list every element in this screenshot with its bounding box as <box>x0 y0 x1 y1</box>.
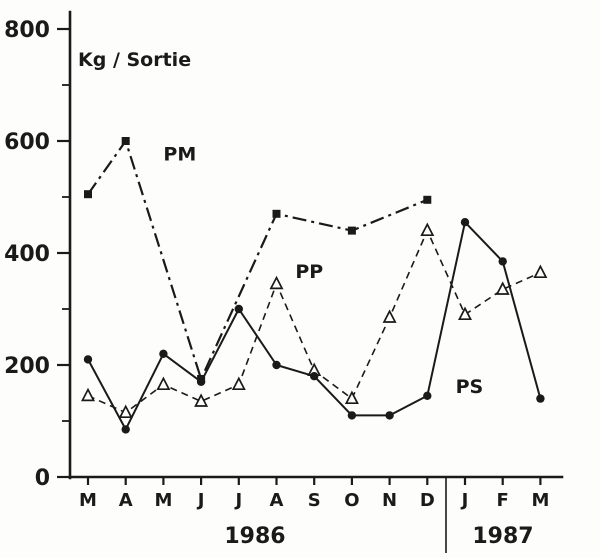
marker-triangle-PP <box>533 264 548 279</box>
y-tick-label: 800 <box>4 18 50 43</box>
marker-triangle-PP <box>458 306 472 321</box>
y-tick-label: 0 <box>35 466 50 491</box>
marker-triangle-PP <box>156 376 171 391</box>
marker-circle-PS <box>196 377 206 386</box>
marker-triangle-PP <box>269 275 284 290</box>
month-label: M <box>154 490 172 511</box>
marker-triangle-PP <box>194 393 209 407</box>
y-tick-label: 400 <box>4 242 50 267</box>
marker-circle-PS <box>498 257 507 266</box>
marker-circle-PS <box>121 425 130 434</box>
marker-circle-PS <box>347 411 357 420</box>
month-label: D <box>420 490 435 511</box>
month-label: J <box>460 490 469 511</box>
month-label: A <box>270 490 284 511</box>
marker-circle-PS <box>536 394 545 403</box>
series-label-PM: PM <box>163 144 196 166</box>
y-axis-title: Kg / Sortie <box>78 49 191 71</box>
marker-square-PM <box>84 190 92 199</box>
marker-square-PM <box>347 226 356 235</box>
marker-triangle-PP <box>495 281 510 295</box>
y-tick-label: 600 <box>4 130 50 155</box>
month-label: M <box>79 490 97 511</box>
marker-square-PM <box>423 195 432 204</box>
series-label-PS: PS <box>456 376 484 398</box>
marker-circle-PS <box>159 349 168 358</box>
month-label: J <box>233 490 242 511</box>
y-tick-label: 200 <box>4 354 50 379</box>
series-label-PP: PP <box>295 261 323 283</box>
marker-triangle-PP <box>382 309 397 323</box>
marker-triangle-PP <box>344 390 359 405</box>
month-label: F <box>497 490 509 511</box>
marker-circle-PS <box>310 372 319 381</box>
month-label: M <box>531 490 549 511</box>
year-label-1987: 1987 <box>472 524 533 549</box>
marker-circle-PS <box>234 304 243 314</box>
marker-triangle-PP <box>420 222 435 237</box>
marker-triangle-PP <box>81 387 95 402</box>
marker-circle-PS <box>385 411 394 420</box>
month-label: O <box>344 490 359 511</box>
marker-square-PM <box>121 137 130 145</box>
marker-triangle-PP <box>118 404 133 419</box>
month-label: A <box>119 490 133 511</box>
series-line-PS <box>87 221 542 431</box>
month-label: J <box>196 490 205 511</box>
marker-circle-PS <box>423 391 432 400</box>
series-line-PM <box>87 139 428 381</box>
marker-circle-PS <box>83 355 93 364</box>
month-label: S <box>308 490 321 511</box>
marker-circle-PS <box>272 360 281 370</box>
marker-square-PM <box>272 209 281 218</box>
year-label-1986: 1986 <box>224 524 285 549</box>
marker-circle-PS <box>460 218 470 227</box>
month-label: N <box>382 490 397 511</box>
marker-triangle-PP <box>231 376 246 391</box>
